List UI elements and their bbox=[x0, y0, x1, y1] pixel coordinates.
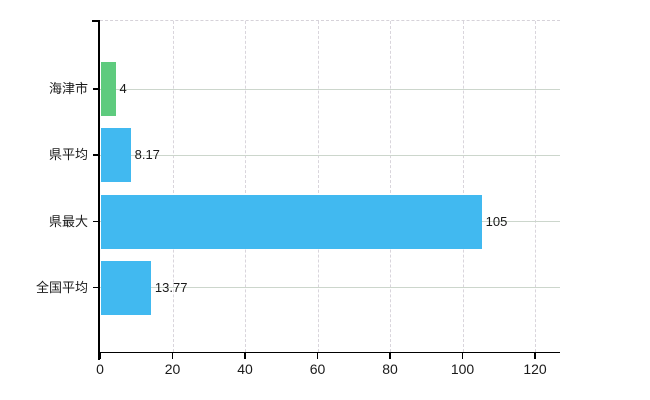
bar-value-label: 13.77 bbox=[154, 279, 188, 295]
vertical-gridline bbox=[245, 21, 246, 352]
bar-value-label: 105 bbox=[485, 213, 508, 229]
vertical-gridline bbox=[390, 21, 391, 352]
horizontal-gridline bbox=[100, 88, 560, 90]
bar-全国平均 bbox=[101, 260, 151, 315]
x-axis-line bbox=[98, 351, 560, 353]
x-tick-label: 40 bbox=[237, 361, 253, 377]
vertical-gridline bbox=[462, 21, 464, 352]
x-tick-label: 0 bbox=[96, 361, 104, 377]
y-axis-line bbox=[98, 20, 100, 360]
y-axis-label: 県平均 bbox=[48, 147, 88, 163]
x-tick-label: 100 bbox=[450, 361, 475, 377]
x-axis-tick bbox=[534, 353, 536, 359]
vertical-gridline bbox=[317, 21, 319, 352]
horizontal-gridline bbox=[100, 287, 560, 289]
plot-top-border bbox=[100, 20, 560, 21]
bar-県平均 bbox=[101, 128, 131, 183]
y-axis-tick bbox=[93, 88, 100, 90]
x-axis-tick bbox=[461, 353, 464, 359]
y-axis-top-tick bbox=[92, 20, 100, 22]
x-axis-tick bbox=[389, 353, 391, 359]
bar-value-label: 8.17 bbox=[134, 147, 160, 163]
x-axis-tick bbox=[316, 353, 319, 359]
bar-value-label: 4 bbox=[119, 81, 127, 96]
y-axis-tick bbox=[93, 154, 100, 156]
x-tick-label: 60 bbox=[309, 361, 326, 377]
bar-海津市 bbox=[101, 62, 116, 116]
horizontal-gridline bbox=[100, 154, 560, 156]
x-axis-tick bbox=[171, 353, 174, 359]
x-axis-tick bbox=[244, 353, 246, 359]
vertical-gridline bbox=[172, 21, 174, 352]
x-tick-label: 80 bbox=[382, 361, 398, 377]
y-axis-label: 全国平均 bbox=[35, 279, 88, 295]
y-axis-tick bbox=[93, 220, 100, 223]
y-axis-label: 海津市 bbox=[48, 81, 88, 96]
x-axis-tick bbox=[99, 353, 101, 359]
bar-県最大 bbox=[101, 194, 482, 249]
x-tick-label: 120 bbox=[523, 361, 547, 377]
y-axis-tick bbox=[93, 286, 100, 289]
y-axis-label: 県最大 bbox=[48, 213, 88, 229]
vertical-gridline bbox=[535, 21, 536, 352]
x-tick-label: 20 bbox=[164, 361, 181, 377]
